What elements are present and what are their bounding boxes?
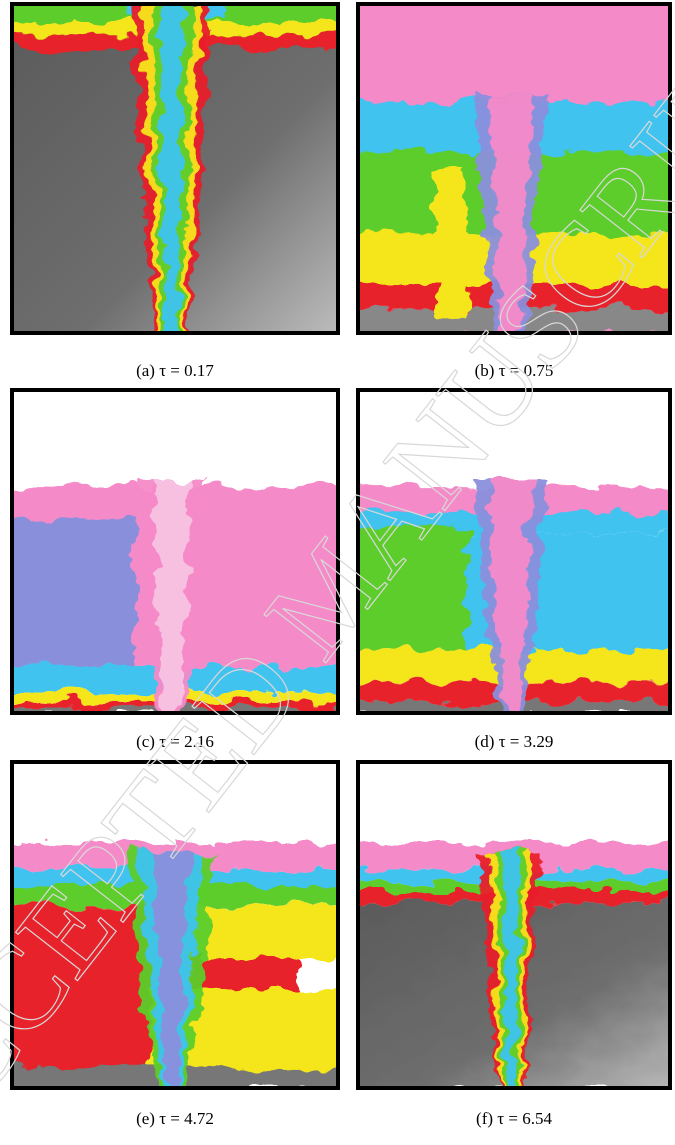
image-panel (10, 2, 340, 335)
plume (151, 479, 192, 715)
image-panel (10, 388, 340, 715)
image-panel (356, 388, 672, 715)
caption: (f) τ = 6.54 (476, 1109, 552, 1128)
plume (500, 852, 522, 1090)
flow-layers (10, 760, 340, 1090)
panel-border (356, 388, 672, 715)
color-band (356, 760, 672, 843)
image-panel (356, 2, 672, 335)
plume (488, 479, 534, 715)
caption: (d) τ = 3.29 (475, 732, 554, 751)
flow-layers (10, 388, 340, 715)
panel-border (356, 760, 672, 1090)
caption: (c) τ = 2.16 (136, 732, 214, 751)
panel-border (10, 2, 340, 335)
color-band (10, 760, 340, 843)
color-band (10, 518, 136, 666)
flow-layers (356, 2, 672, 335)
caption: (a) τ = 0.17 (136, 361, 214, 380)
caption: (b) τ = 0.75 (475, 361, 554, 380)
plume (158, 2, 185, 335)
flow-layers (356, 760, 672, 1090)
image-panel (356, 760, 672, 1090)
color-band (435, 168, 467, 319)
panel-border (10, 388, 340, 715)
plume (151, 852, 192, 1090)
flow-layers (10, 2, 340, 335)
caption: (e) τ = 4.72 (136, 1109, 214, 1128)
panel-border (356, 2, 672, 335)
color-band (356, 388, 672, 487)
plume (488, 95, 534, 335)
color-band (356, 2, 672, 102)
flow-layers (356, 388, 672, 715)
color-band (356, 525, 468, 650)
color-band (10, 388, 340, 487)
panel-border (10, 760, 340, 1090)
image-panel (10, 760, 340, 1090)
